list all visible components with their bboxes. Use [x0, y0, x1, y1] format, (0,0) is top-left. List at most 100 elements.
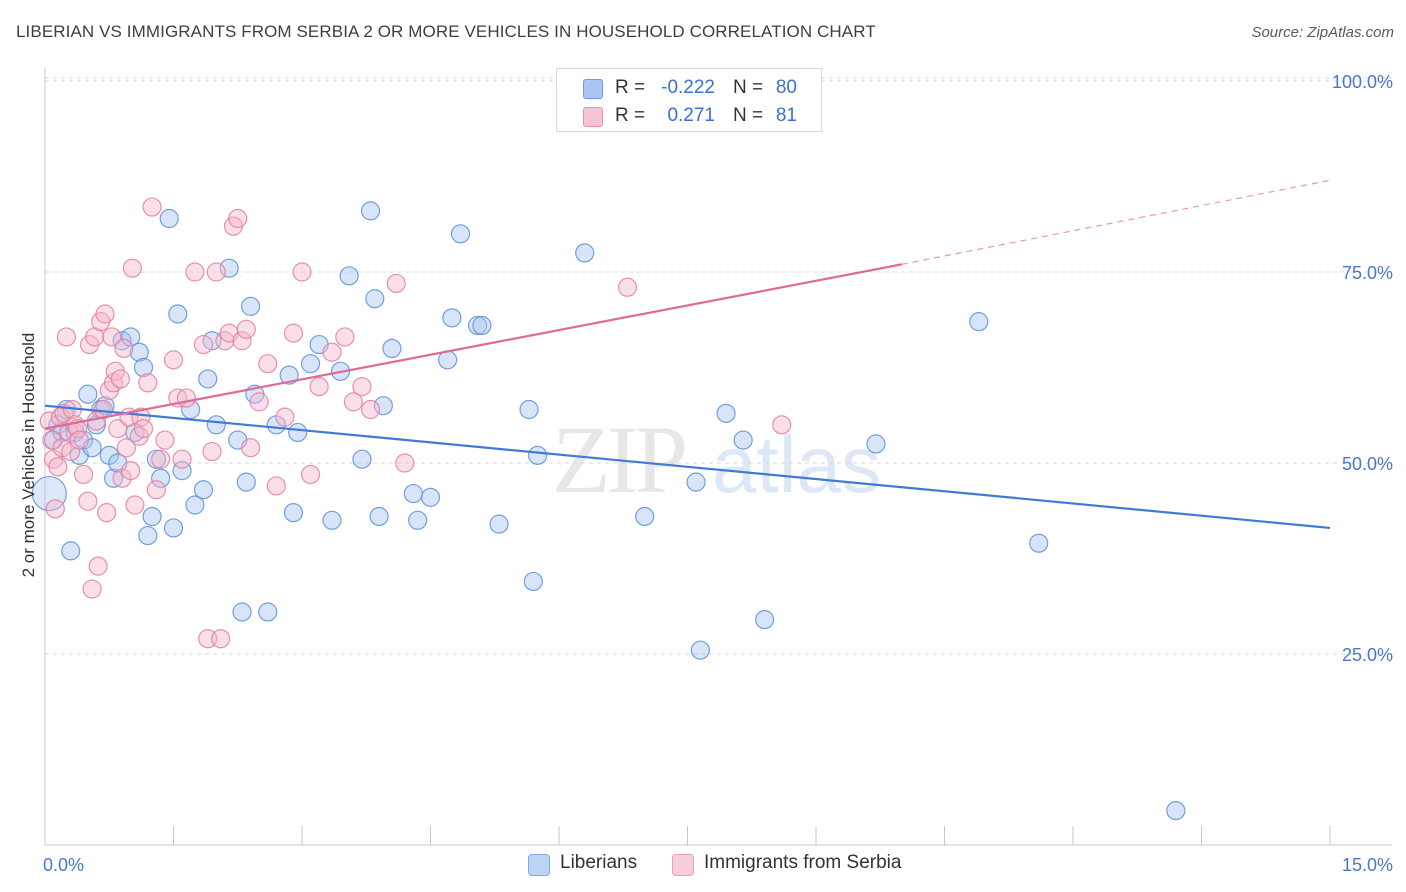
serbia-point: [116, 438, 136, 458]
stats-legend: R = -0.222 N = 80 R = 0.271 N = 81: [556, 68, 822, 132]
liberians-point: [403, 483, 423, 504]
legend-label-serbia: Immigrants from Serbia: [704, 852, 902, 873]
serbia-legend-swatch: [672, 854, 694, 876]
liberians-point: [133, 357, 154, 378]
liberians-point: [716, 403, 736, 423]
liberians-point: [168, 304, 188, 324]
liberians-point: [236, 472, 256, 492]
liberians-point: [151, 468, 171, 488]
serbia-point: [211, 629, 231, 649]
legend-row-serbia: R = 0.271 N = 81: [557, 103, 821, 131]
serbia-point: [42, 430, 62, 450]
tick-labels: 25.0% 50.0% 75.0% 100.0% 0.0% 15.0%: [43, 72, 1393, 875]
liberians-point: [733, 430, 753, 450]
serbia-trend-extension: [901, 179, 1331, 265]
liberians-point: [322, 510, 342, 530]
y-tick-label: 100.0%: [1332, 72, 1393, 92]
r-label: R =: [615, 105, 646, 126]
serbia-point: [163, 350, 184, 370]
liberians-point: [146, 449, 166, 469]
liberians-point: [288, 422, 308, 443]
serbia-point: [352, 377, 372, 397]
trend-lines: [44, 179, 1331, 530]
liberians-point: [300, 354, 321, 374]
serbia-point: [56, 327, 77, 347]
liberians-point: [420, 487, 441, 507]
serbia-point: [772, 415, 792, 435]
y-tick-label: 75.0%: [1342, 263, 1393, 283]
serbia-point: [617, 277, 638, 297]
liberians-point: [365, 289, 385, 309]
liberians-point: [61, 541, 81, 561]
liberians-point: [442, 308, 462, 328]
n-value: 81: [775, 105, 797, 126]
liberians-point: [1029, 533, 1049, 553]
serbia-point: [95, 304, 115, 324]
liberians-point: [258, 602, 278, 622]
legend-row-liberians: R = -0.222 N = 80: [557, 75, 821, 103]
liberians-point: [754, 610, 775, 630]
liberians-point: [527, 445, 548, 465]
liberians-point: [519, 399, 539, 420]
liberians-point: [78, 384, 98, 404]
serbia-point: [114, 338, 134, 358]
liberians-point: [369, 506, 389, 527]
y-tick-label: 50.0%: [1342, 454, 1393, 474]
liberians-point: [241, 296, 261, 316]
serbia-point: [48, 457, 68, 477]
liberians-point: [373, 396, 393, 416]
serbia-point: [258, 354, 278, 374]
liberians-point: [163, 518, 184, 538]
serbia-point: [275, 407, 295, 427]
serbia-point: [155, 430, 175, 450]
series-legend: Liberians Immigrants from Serbia: [0, 852, 1406, 878]
liberians-point: [142, 506, 162, 527]
serbia-point: [121, 461, 141, 481]
serbia-point: [232, 331, 252, 351]
liberians-point: [172, 461, 192, 481]
serbia-points: [39, 197, 792, 649]
liberians-point: [352, 449, 372, 469]
chart-title: LIBERIAN VS IMMIGRANTS FROM SERBIA 2 OR …: [16, 22, 876, 41]
serbia-point: [193, 334, 214, 355]
liberians-point: [690, 640, 710, 660]
liberians-point: [866, 434, 886, 454]
serbia-point: [122, 258, 142, 278]
gridlines: [45, 77, 1392, 655]
serbia-point: [108, 419, 128, 439]
serbia-point: [110, 369, 130, 389]
y-axis-label: 2 or more Vehicles in Household: [19, 333, 38, 578]
r-value: -0.222: [661, 77, 715, 98]
serbia-point: [45, 499, 65, 519]
legend-label-liberians: Liberians: [560, 852, 638, 873]
liberians-point: [635, 506, 655, 527]
serbia-point: [283, 323, 304, 343]
watermark: ZIP atlas: [552, 406, 881, 513]
source-label: Source: ZipAtlas.com: [1251, 24, 1394, 41]
liberians-point: [468, 315, 488, 336]
serbia-point: [142, 197, 162, 217]
serbia-point: [228, 208, 248, 229]
serbia-point: [236, 319, 256, 339]
serbia-point: [125, 495, 145, 515]
serbia-point: [73, 464, 94, 485]
liberians-point: [185, 495, 205, 515]
serbia-point: [146, 480, 166, 500]
serbia-point: [88, 556, 108, 576]
serbia-point: [78, 491, 98, 511]
watermark-atlas: atlas: [712, 420, 881, 509]
serbia-point: [133, 419, 154, 439]
serbia-point: [292, 262, 312, 282]
x-tick-label: 15.0%: [1342, 855, 1393, 875]
serbia-point: [185, 262, 205, 282]
serbia-point: [176, 388, 196, 408]
liberians-point: [339, 266, 359, 286]
x-tick-label: 0.0%: [43, 855, 84, 875]
serbia-point: [386, 273, 406, 294]
serbia-point: [102, 327, 122, 347]
serbia-point: [309, 377, 329, 397]
serbia-point: [395, 453, 415, 473]
n-label: N =: [733, 77, 764, 98]
liberians-point: [193, 480, 214, 500]
liberians-point: [575, 243, 595, 263]
